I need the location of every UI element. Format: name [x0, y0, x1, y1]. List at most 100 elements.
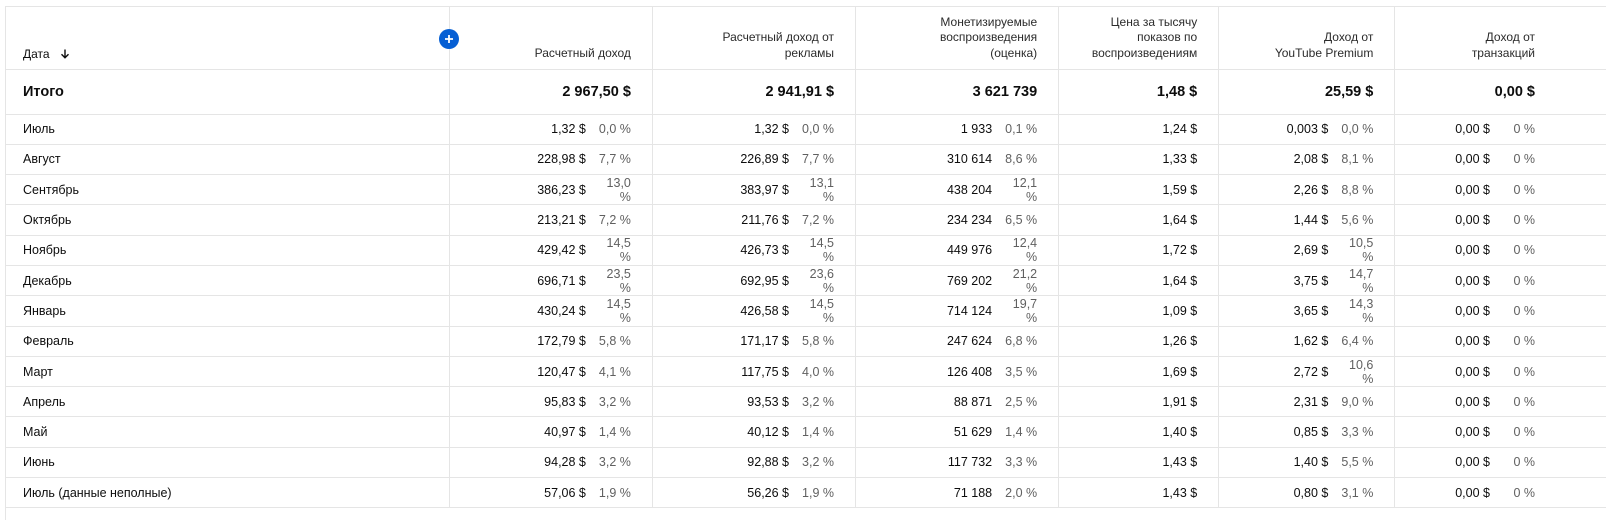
cell-value: 429,42 $: [537, 243, 586, 258]
cell-value: 1,62 $: [1293, 334, 1329, 349]
cell-value: 1,26 $: [1162, 334, 1198, 349]
cell-value: 211,76 $: [741, 213, 790, 228]
column-header-premium-revenue[interactable]: Доход от YouTube Premium: [1218, 7, 1395, 70]
row-label: Октябрь: [23, 213, 72, 228]
row-label: Июль (данные неполные): [23, 485, 172, 500]
cell-value: 117 732: [947, 455, 993, 470]
cell-value: 1,40 $: [1162, 425, 1198, 440]
table-row[interactable]: Июнь 94,28 $ 3,2 % 92,88 $ 3,2 % 117 732 3,3 %…: [6, 447, 1606, 479]
column-header-transaction-revenue[interactable]: Доход от транзакций: [1394, 7, 1606, 70]
cell-value: 1,09 $: [1162, 303, 1198, 318]
column-header-playback-cpm[interactable]: Цена за тысячу показов по воспроизведени…: [1058, 7, 1219, 70]
cell-value: 1,24 $: [1162, 122, 1198, 137]
cell-percent: 3,2 %: [598, 394, 631, 409]
cell-value: 57,06 $: [544, 485, 586, 500]
table-row[interactable]: Июль (данные неполные) 57,06 $ 1,9 % 56,26 …: [6, 477, 1606, 509]
header-line: воспроизведения: [940, 30, 1038, 45]
cell-value: 1,44 $: [1293, 213, 1329, 228]
date-sort-control[interactable]: Дата: [23, 47, 71, 61]
table-row[interactable]: Декабрь 696,71 $ 23,5 % 692,95 $ 23,6 % 769 2…: [6, 265, 1606, 297]
column-header-monetized-playbacks[interactable]: Монетизируемые воспроизведения (оценка): [855, 7, 1059, 70]
cell-value: 40,97 $: [544, 425, 586, 440]
cell-value: 3,75 $: [1293, 273, 1329, 288]
cell-value: 2,69 $: [1293, 243, 1329, 258]
cell-value: 692,95 $: [740, 273, 790, 288]
column-header-estimated-revenue[interactable]: Расчетный доход: [448, 7, 653, 70]
arrow-down-icon[interactable]: [59, 48, 71, 60]
row-label: Март: [23, 364, 53, 379]
cell-percent: 0 %: [1513, 303, 1535, 318]
cell-percent: 0 %: [1513, 425, 1535, 440]
cell-percent: 5,8 %: [802, 334, 835, 349]
table-row[interactable]: Октябрь 213,21 $ 7,2 % 211,76 $ 7,2 % 234 234…: [6, 204, 1606, 236]
cell-value: 0,00 $: [1455, 334, 1490, 349]
cell-value: 0,00 $: [1455, 394, 1490, 409]
header-line: Доход от: [1324, 30, 1374, 45]
cell-value: 1,40 $: [1293, 455, 1329, 470]
table-row[interactable]: Август 228,98 $ 7,7 % 226,89 $ 7,7 % 310 614 8…: [6, 144, 1606, 176]
header-line: показов по: [1137, 30, 1198, 45]
row-label: Август: [23, 152, 61, 167]
cell-value: 1,33 $: [1162, 152, 1198, 167]
header-line: Расчетный доход от: [722, 30, 835, 45]
cell-percent: 12,1 %: [1012, 175, 1038, 204]
row-label: Май: [23, 425, 48, 440]
table-row[interactable]: Сентябрь 386,23 $ 13,0 % 383,97 $ 13,1 % 438 …: [6, 174, 1606, 206]
cell-value: 0,80 $: [1293, 485, 1329, 500]
table-row[interactable]: Январь 430,24 $ 14,5 % 426,58 $ 14,5 % 714 12…: [6, 295, 1606, 327]
cell-value: 0,00 $: [1455, 485, 1490, 500]
cell-value: 769 202: [946, 273, 993, 288]
cell-value: 94,28 $: [544, 455, 586, 470]
cell-value: 1,32 $: [551, 122, 586, 137]
total-value: 2 967,50 $: [562, 83, 631, 100]
row-label: Ноябрь: [23, 243, 67, 258]
cell-percent: 3,5 %: [1005, 364, 1038, 379]
cell-percent: 1,9 %: [802, 485, 835, 500]
table-row[interactable]: Февраль 172,79 $ 5,8 % 171,17 $ 5,8 % 247 624…: [6, 326, 1606, 357]
header-line: рекламы: [784, 45, 835, 60]
cell-percent: 12,4 %: [1012, 236, 1038, 265]
cell-percent: 0 %: [1513, 485, 1535, 500]
cell-value: 172,79 $: [537, 334, 586, 349]
table-row[interactable]: Июль 1,32 $ 0,0 % 1,32 $ 0,0 % 1 933 0,1 % 1,24…: [6, 114, 1606, 145]
cell-percent: 0 %: [1513, 243, 1535, 258]
column-header-ad-revenue[interactable]: Расчетный доход от рекламы: [651, 7, 856, 70]
cell-value: 93,53 $: [747, 394, 790, 409]
cell-value: 234 234: [946, 213, 993, 228]
cell-value: 213,21 $: [537, 213, 586, 228]
table-row[interactable]: Май 40,97 $ 1,4 % 40,12 $ 1,4 % 51 629 1,4 % 1,…: [6, 416, 1606, 448]
column-header-date[interactable]: Дата: [6, 7, 459, 70]
cell-value: 120,47 $: [537, 364, 586, 379]
cell-value: 95,83 $: [544, 394, 586, 409]
table-row[interactable]: Апрель 95,83 $ 3,2 % 93,53 $ 3,2 % 88 871 2,5 …: [6, 386, 1606, 418]
cell-percent: 0 %: [1513, 213, 1535, 228]
cell-percent: 3,1 %: [1341, 485, 1374, 500]
cell-percent: 5,6 %: [1341, 213, 1374, 228]
cell-value: 247 624: [946, 334, 993, 349]
cell-value: 92,88 $: [747, 455, 790, 470]
cell-percent: 0,0 %: [1341, 122, 1374, 137]
cell-percent: 19,7 %: [1012, 296, 1038, 325]
cell-percent: 0 %: [1513, 122, 1535, 137]
revenue-table-panel: Дата Расчетный доход Расчетный: [5, 6, 1606, 520]
table-row[interactable]: Ноябрь 429,42 $ 14,5 % 426,73 $ 14,5 % 449 97…: [6, 235, 1606, 266]
cell-value: 228,98 $: [537, 152, 586, 167]
cell-value: 0,00 $: [1455, 213, 1490, 228]
cell-percent: 3,3 %: [1005, 455, 1038, 470]
total-value: 2 941,91 $: [765, 83, 835, 100]
cell-value: 426,58 $: [740, 303, 790, 318]
cell-value: 1,32 $: [754, 122, 790, 137]
cell-value: 0,00 $: [1455, 273, 1490, 288]
cell-value: 3,65 $: [1293, 303, 1329, 318]
row-label: Сентябрь: [23, 182, 79, 197]
cell-value: 1,91 $: [1162, 394, 1198, 409]
cell-percent: 8,6 %: [1005, 152, 1038, 167]
cell-percent: 8,1 %: [1341, 152, 1374, 167]
cell-value: 226,89 $: [740, 152, 790, 167]
header-line: (оценка): [990, 45, 1038, 60]
table-row[interactable]: Март 120,47 $ 4,1 % 117,75 $ 4,0 % 126 408 3,5…: [6, 356, 1606, 388]
cell-value: 0,003 $: [1286, 122, 1329, 137]
total-value: 1,48 $: [1156, 83, 1198, 100]
cell-percent: 14,3 %: [1349, 296, 1374, 325]
cell-value: 126 408: [946, 364, 993, 379]
